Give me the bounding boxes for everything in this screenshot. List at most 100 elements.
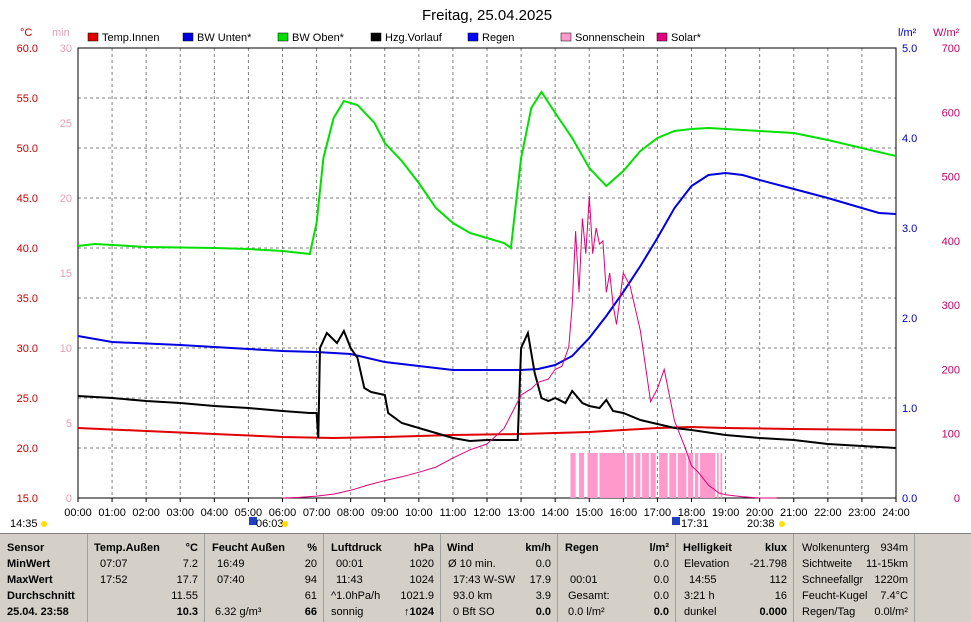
y-solar-tick-label: 700: [942, 43, 960, 55]
pressure-max-time: 11:43: [336, 574, 363, 586]
x-tick-label: 17:00: [644, 507, 672, 519]
wind-avg-value: 0.0: [535, 558, 551, 570]
series-bw-unten: [77, 171, 897, 371]
unit-celsius: °C: [20, 27, 32, 39]
weather-chart: 00:00 01:00 02:00 03:00 04:00 05:00 06:00 07:00…: [10, 7, 960, 530]
series-hzg-vorlauf: [77, 328, 897, 449]
y-left-tick-label: 30.0: [17, 343, 38, 355]
y-min-tick-label: 20: [60, 193, 72, 205]
temp-current-value: 10.3: [176, 606, 198, 618]
pressure-unit: hPa: [413, 542, 434, 554]
daylight-start-label: 14:35: [10, 518, 38, 530]
wind-max-value: 17.9: [529, 574, 551, 586]
extra-cloudbase-label: Wolkenunterg: [802, 542, 870, 554]
x-tick-label: 11:00: [440, 507, 467, 519]
legend: Temp.Innen BW Unten* BW Oben* Hzg.Vorlauf Re…: [87, 32, 702, 44]
rain-unit: l/m²: [649, 542, 669, 554]
humidity-current-value: 66: [304, 606, 317, 618]
sunrise-label: 06:03: [256, 518, 284, 530]
brightness-header: Helligkeit: [683, 542, 732, 554]
legend-swatch: [656, 32, 668, 42]
legend-swatch: [370, 32, 382, 42]
series-bw-oben: [77, 90, 897, 256]
sunshine-bar: [694, 453, 699, 498]
sensor-avg-label: Durchschnitt: [7, 590, 75, 602]
legend-swatch: [467, 32, 479, 42]
x-tick-label: 20:00: [746, 507, 774, 519]
x-tick-label: 23:00: [848, 507, 876, 519]
y-left-tick-label: 35.0: [17, 293, 38, 305]
rain-max-time: 00:01: [570, 574, 598, 586]
y-min-tick-label: 25: [60, 118, 72, 130]
axis-ticks: 00:00 01:00 02:00 03:00 04:00 05:00 06:00 07:00…: [17, 43, 960, 519]
rain-min-value: 0.0: [653, 558, 669, 570]
extra-wetbulb-label: Feucht-Kugel: [802, 590, 868, 602]
sunshine-bar: [688, 453, 694, 498]
x-tick-label: 16:00: [610, 507, 638, 519]
grid: [78, 48, 896, 498]
y-solar-tick-label: 400: [942, 236, 960, 248]
sunshine-bar: [700, 453, 716, 498]
sunshine-bar: [579, 453, 585, 498]
brightness-duration: 3:21 h: [684, 590, 715, 602]
x-tick-label: 22:00: [814, 507, 842, 519]
pressure-forecast: sonnig: [331, 606, 364, 618]
temp-max-time: 17:52: [100, 574, 128, 586]
series-solar: [282, 195, 777, 499]
wind-max-time: 17:43 W-SW: [453, 574, 516, 586]
extra-snowline-value: 1220m: [874, 574, 908, 586]
y-left-tick-label: 40.0: [17, 243, 38, 255]
temp-max-value: 17.7: [176, 574, 198, 586]
wind-mean-value: 3.9: [535, 590, 551, 602]
y-left-tick-label: 55.0: [17, 93, 38, 105]
legend-label: BW Oben*: [292, 32, 345, 44]
stats-panel: Sensor MinWert MaxWert Durchschnitt 25.0…: [0, 533, 971, 622]
sunshine-bar: [717, 453, 719, 498]
sunshine-bar: [587, 453, 598, 498]
sunshine-bar: [635, 453, 641, 498]
sunshine-bars: [570, 453, 723, 498]
sunshine-bar: [626, 453, 634, 498]
sensor-min-label: MinWert: [7, 558, 51, 570]
pressure-min-time: 00:01: [336, 558, 364, 570]
wind-bft: 0 Bft SO: [453, 606, 495, 618]
y-left-tick-label: 60.0: [17, 43, 38, 55]
brightness-elevation-value: -21.798: [749, 558, 787, 570]
x-tick-label: 08:00: [337, 507, 365, 519]
x-tick-label: 21:00: [780, 507, 808, 519]
extra-cloudbase-value: 934m: [880, 542, 908, 554]
pressure-current-value: ↑1024: [404, 606, 434, 618]
brightness-max-value: 112: [769, 574, 787, 586]
sunshine-bar: [570, 453, 576, 498]
brightness-max-time: 14:55: [689, 574, 717, 586]
humidity-min-value: 20: [304, 558, 317, 570]
wind-avg-label: Ø 10 min.: [448, 558, 496, 570]
sunset-label: 20:38: [747, 518, 775, 530]
sun-icon-left: [41, 521, 47, 527]
unit-solar: W/m²: [933, 27, 960, 39]
humidity-max-time: 07:40: [217, 574, 245, 586]
humidity-avg-value: 61: [304, 590, 317, 602]
x-tick-label: 24:00: [882, 507, 910, 519]
extra-visibility-label: Sichtweite: [802, 558, 853, 570]
x-tick-label: 00:00: [64, 507, 92, 519]
legend-label: Sonnenschein: [575, 32, 645, 44]
humidity-abs: 6.32 g/m³: [215, 606, 262, 618]
sunshine-bar: [659, 453, 668, 498]
sunshine-bar: [677, 453, 687, 498]
x-tick-label: 15:00: [575, 507, 603, 519]
y-rain-tick-label: 4.0: [902, 133, 917, 145]
y-rain-tick-label: 2.0: [902, 313, 917, 325]
sun-icon-sunset: [779, 521, 785, 527]
stats-col-humidity: Feucht Außen% 16:49 20 07:40 94 61 6.32 g/…: [205, 534, 324, 622]
y-rain-tick-label: 1.0: [902, 403, 917, 415]
pressure-trend: ^1.0hPa/h: [331, 590, 381, 602]
y-solar-tick-label: 200: [942, 364, 960, 376]
y-left-tick-label: 50.0: [17, 143, 38, 155]
sunrise-icon: [249, 517, 257, 525]
x-tick-label: 02:00: [132, 507, 160, 519]
humidity-max-value: 94: [304, 574, 317, 586]
y-left-tick-label: 45.0: [17, 193, 38, 205]
stats-col-sensor: Sensor MinWert MaxWert Durchschnitt 25.0…: [0, 534, 88, 622]
sun-markers: 14:35 06:03 17:31 20:38: [10, 517, 785, 530]
